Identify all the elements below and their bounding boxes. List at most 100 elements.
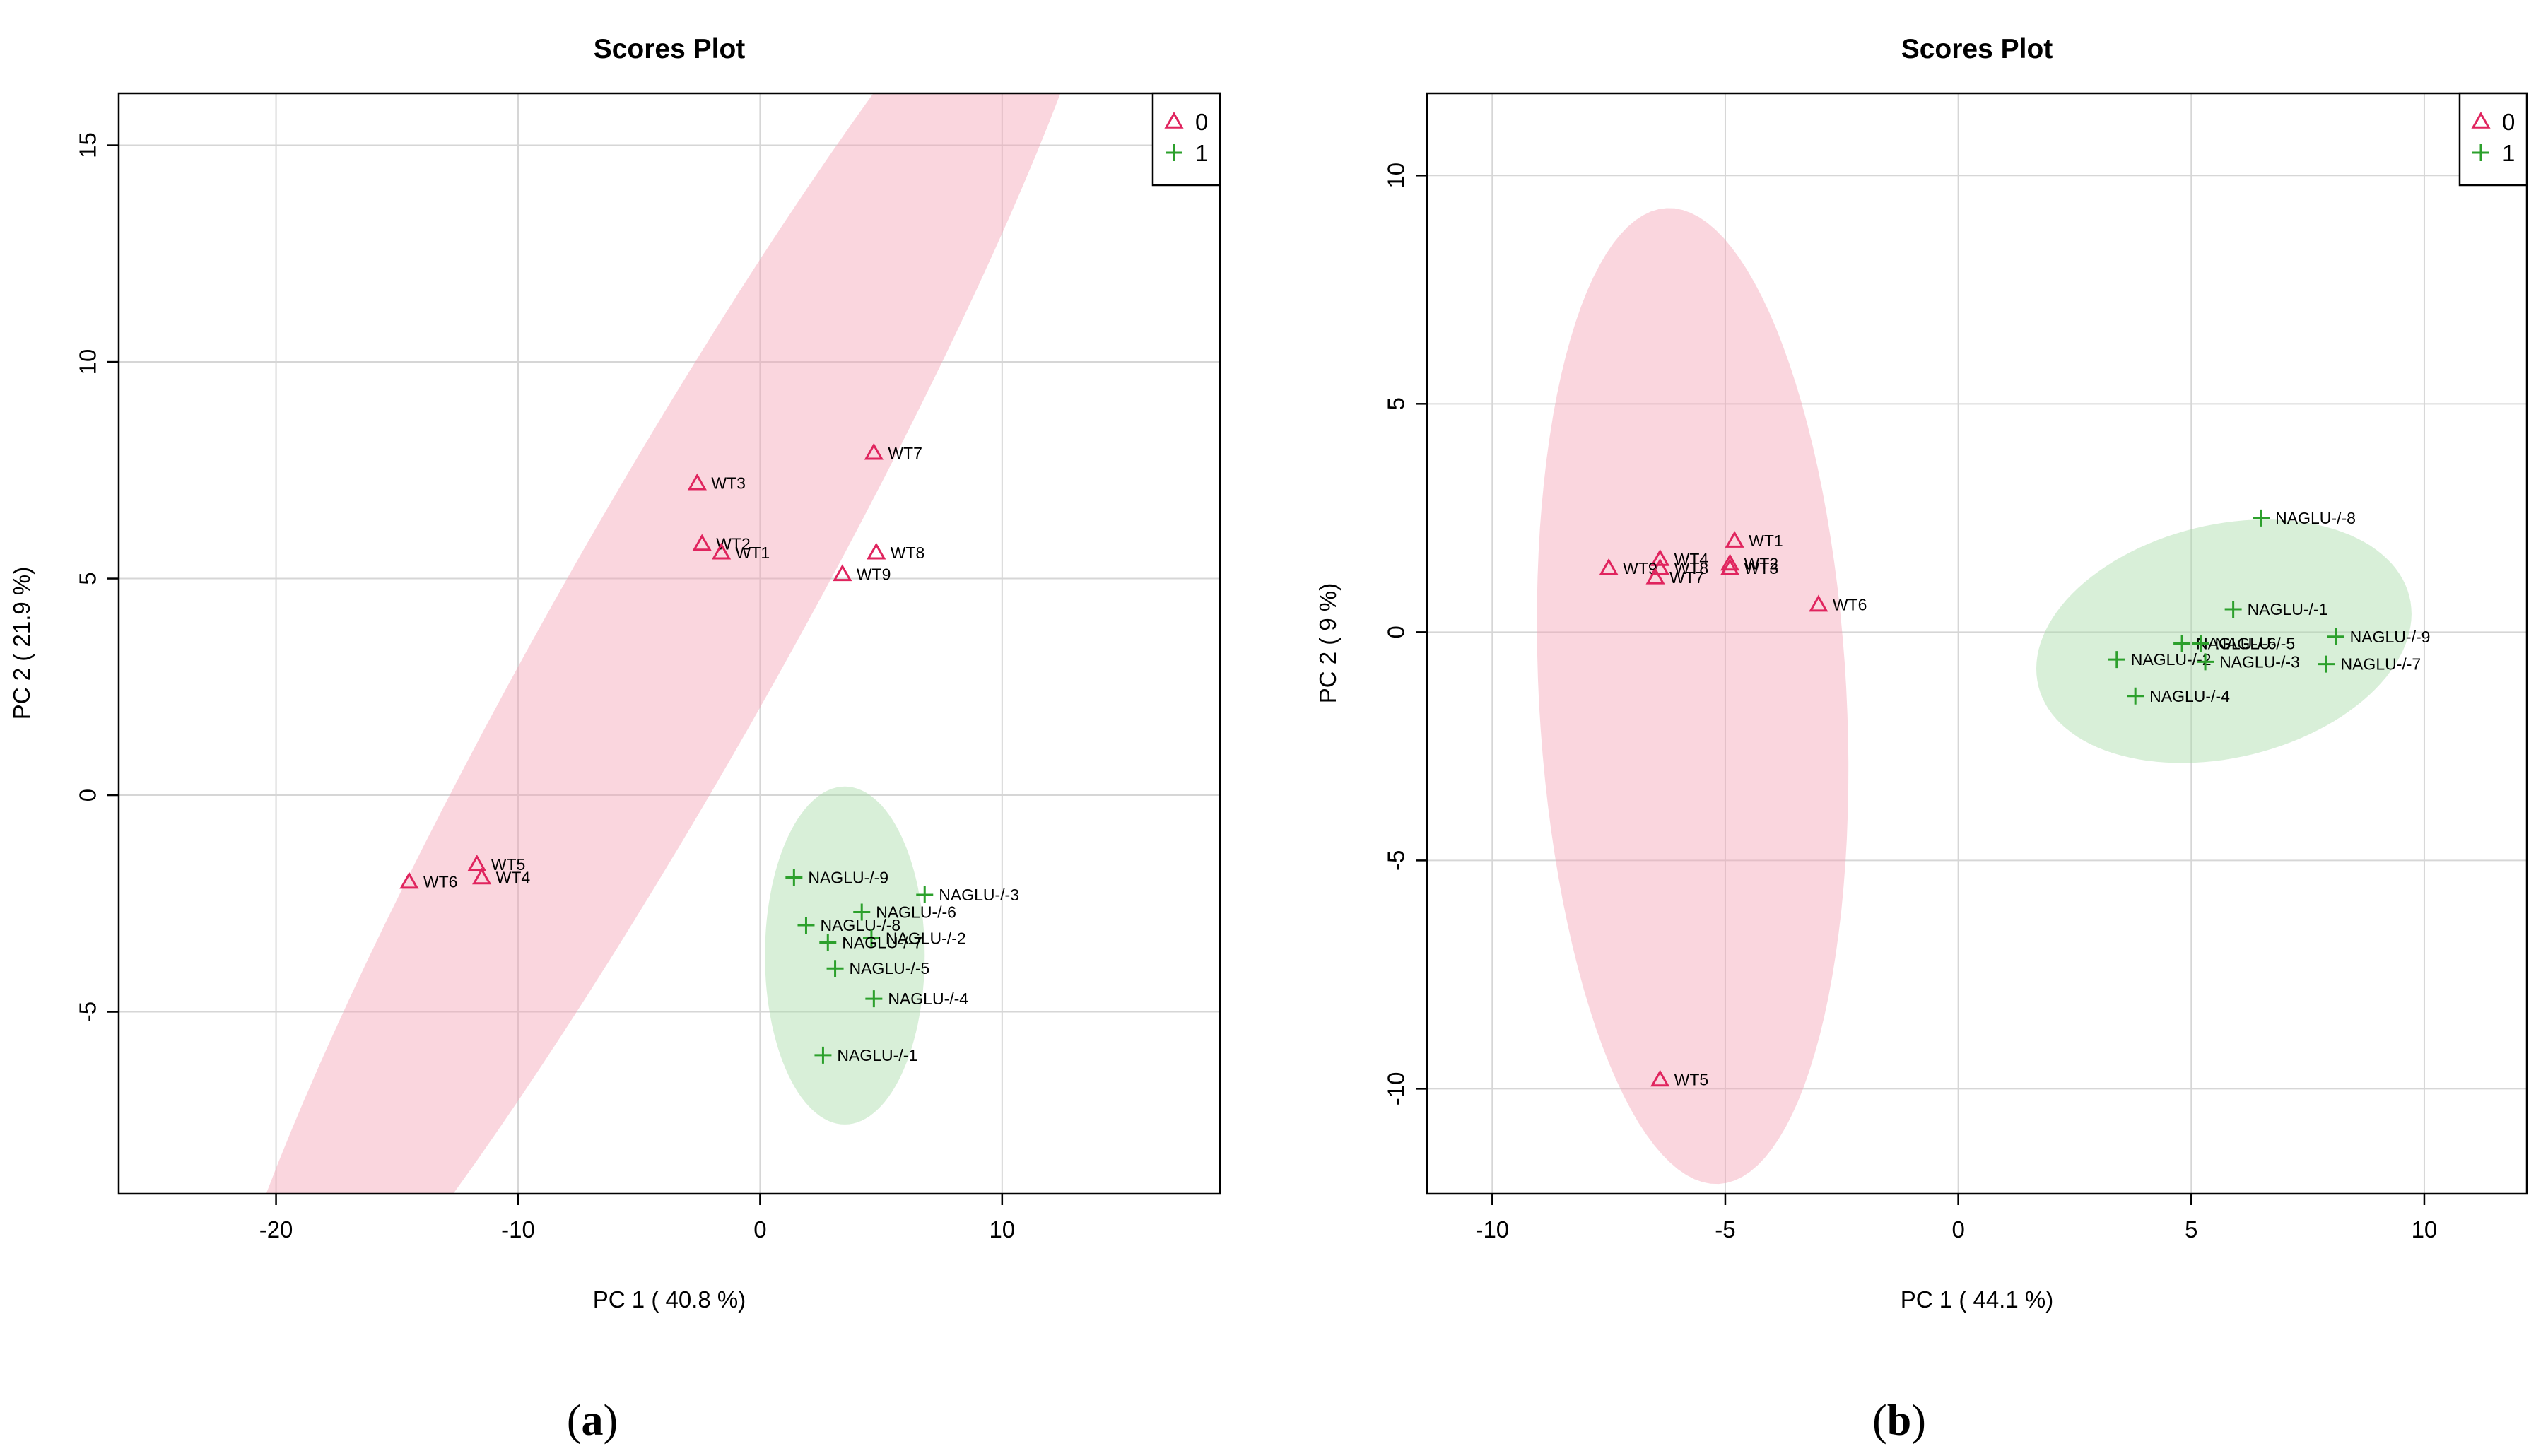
point-marker-plus (853, 903, 871, 921)
point-label: WT1 (1749, 532, 1783, 550)
point-marker-triangle (692, 534, 712, 551)
point-label: NAGLU-/-1 (837, 1046, 917, 1064)
x-tick-label: 0 (753, 1216, 766, 1243)
point-label: WT3 (711, 474, 746, 493)
axes: -20 -10 0 10 -5 0 5 10 15 (75, 132, 1016, 1243)
ellipse-group-0 (1537, 208, 1849, 1185)
legend: 01 (1151, 92, 1221, 187)
point-marker-triangle (1720, 558, 1740, 575)
y-tick-label: 15 (75, 132, 101, 158)
x-tick-label: -10 (1475, 1216, 1509, 1243)
point-label: WT7 (888, 444, 922, 462)
point-label: NAGLU-/-6 (876, 903, 956, 922)
point-label: WT5 (491, 855, 526, 874)
point-label: WT4 (1674, 550, 1709, 568)
ellipse-group-1 (2036, 519, 2412, 763)
chart-title: Scores Plot (1901, 34, 2053, 64)
ellipse-group-1 (765, 786, 925, 1125)
y-tick-label: -5 (1383, 850, 1409, 871)
legend-label: 0 (2502, 109, 2515, 135)
y-tick-label: 0 (1383, 626, 1409, 638)
point-marker-plus (2318, 655, 2335, 673)
point-label: WT9 (857, 565, 891, 583)
y-tick-label: -5 (75, 1002, 101, 1022)
point-label: WT2 (1744, 554, 1779, 573)
point-label: NAGLU-/-1 (2248, 600, 2328, 618)
point-label: NAGLU-/-9 (808, 869, 888, 887)
confidence-ellipses (266, 93, 1061, 1194)
point-label: WT1 (736, 544, 770, 562)
point-marker-plus (862, 929, 880, 947)
point-marker-triangle (1809, 594, 1828, 612)
point-marker-triangle (1650, 558, 1670, 575)
point-label: NAGLU-/-3 (2219, 652, 2300, 671)
y-tick-label: -10 (1383, 1072, 1409, 1106)
point-marker-plus (865, 990, 883, 1008)
legend-label: 1 (1195, 140, 1208, 166)
confidence-ellipses (1537, 208, 2412, 1185)
point-label: NAGLU-/-2 (2131, 650, 2212, 669)
x-tick-label: 5 (2185, 1216, 2197, 1243)
point-marker-triangle (712, 542, 732, 560)
point-marker-plus (2253, 509, 2270, 527)
point-label: WT8 (1674, 559, 1709, 577)
legend-marker-triangle (2471, 111, 2491, 129)
y-tick-label: 0 (75, 789, 101, 802)
x-tick-label: -5 (1715, 1216, 1735, 1243)
point-marker-plus (819, 934, 837, 951)
point-marker-plus (814, 1046, 832, 1064)
legend-box (1151, 92, 1221, 187)
point-label: WT5 (1674, 1070, 1709, 1088)
point-marker-plus (785, 869, 803, 886)
point-marker-plus (916, 886, 934, 904)
point-marker-triangle (1725, 531, 1744, 548)
point-marker-plus (2173, 635, 2191, 652)
legend-marker-triangle (1164, 111, 1184, 129)
point-label: NAGLU-/-2 (886, 929, 966, 947)
y-tick-label: 10 (75, 349, 101, 375)
point-marker-plus (2108, 651, 2125, 669)
point-label: WT7 (1669, 568, 1704, 587)
point-label: NAGLU-/-5 (850, 959, 930, 977)
point-marker-triangle (687, 473, 707, 491)
panel-label: (a) (567, 1397, 618, 1445)
point-marker-triangle (864, 442, 884, 460)
point-label: NAGLU-/-5 (2214, 635, 2295, 653)
point-marker-triangle (1650, 548, 1670, 566)
axes: -10 -5 0 5 10 -10 -5 0 5 10 (1383, 163, 2438, 1243)
x-tick-label: 0 (1951, 1216, 1964, 1243)
point-label: WT6 (1833, 596, 1867, 614)
point-label: NAGLU-/-4 (888, 990, 968, 1008)
point-label: WT6 (423, 873, 458, 891)
point-label: WT4 (496, 869, 531, 887)
point-label: NAGLU-/-6 (2196, 635, 2277, 653)
y-tick-label: 5 (75, 572, 101, 585)
point-marker-plus (2224, 601, 2242, 618)
y-tick-label: 5 (1383, 397, 1409, 410)
point-marker-triangle (867, 542, 886, 560)
x-tick-label: -20 (259, 1216, 293, 1243)
point-marker-triangle (833, 564, 852, 582)
x-tick-label: -10 (501, 1216, 535, 1243)
point-label: NAGLU-/-8 (820, 916, 900, 934)
y-tick-label: 10 (1383, 163, 1409, 189)
point-marker-triangle (1650, 1069, 1670, 1087)
plot-frame (1426, 92, 2528, 1195)
chart-title: Scores Plot (594, 34, 746, 64)
x-axis-title: PC 1 ( 40.8 %) (593, 1286, 746, 1313)
grid (1427, 93, 2527, 1194)
point-label: NAGLU-/-7 (842, 933, 922, 951)
legend-label: 0 (1195, 109, 1208, 135)
legend-marker-plus (1166, 144, 1182, 161)
point-label: NAGLU-/-3 (939, 886, 1019, 904)
point-marker-triangle (1720, 553, 1740, 571)
point-marker-triangle (399, 871, 419, 889)
x-tick-label: 10 (2412, 1216, 2438, 1243)
plot-frame (117, 92, 1221, 1195)
grid (119, 93, 1220, 1194)
